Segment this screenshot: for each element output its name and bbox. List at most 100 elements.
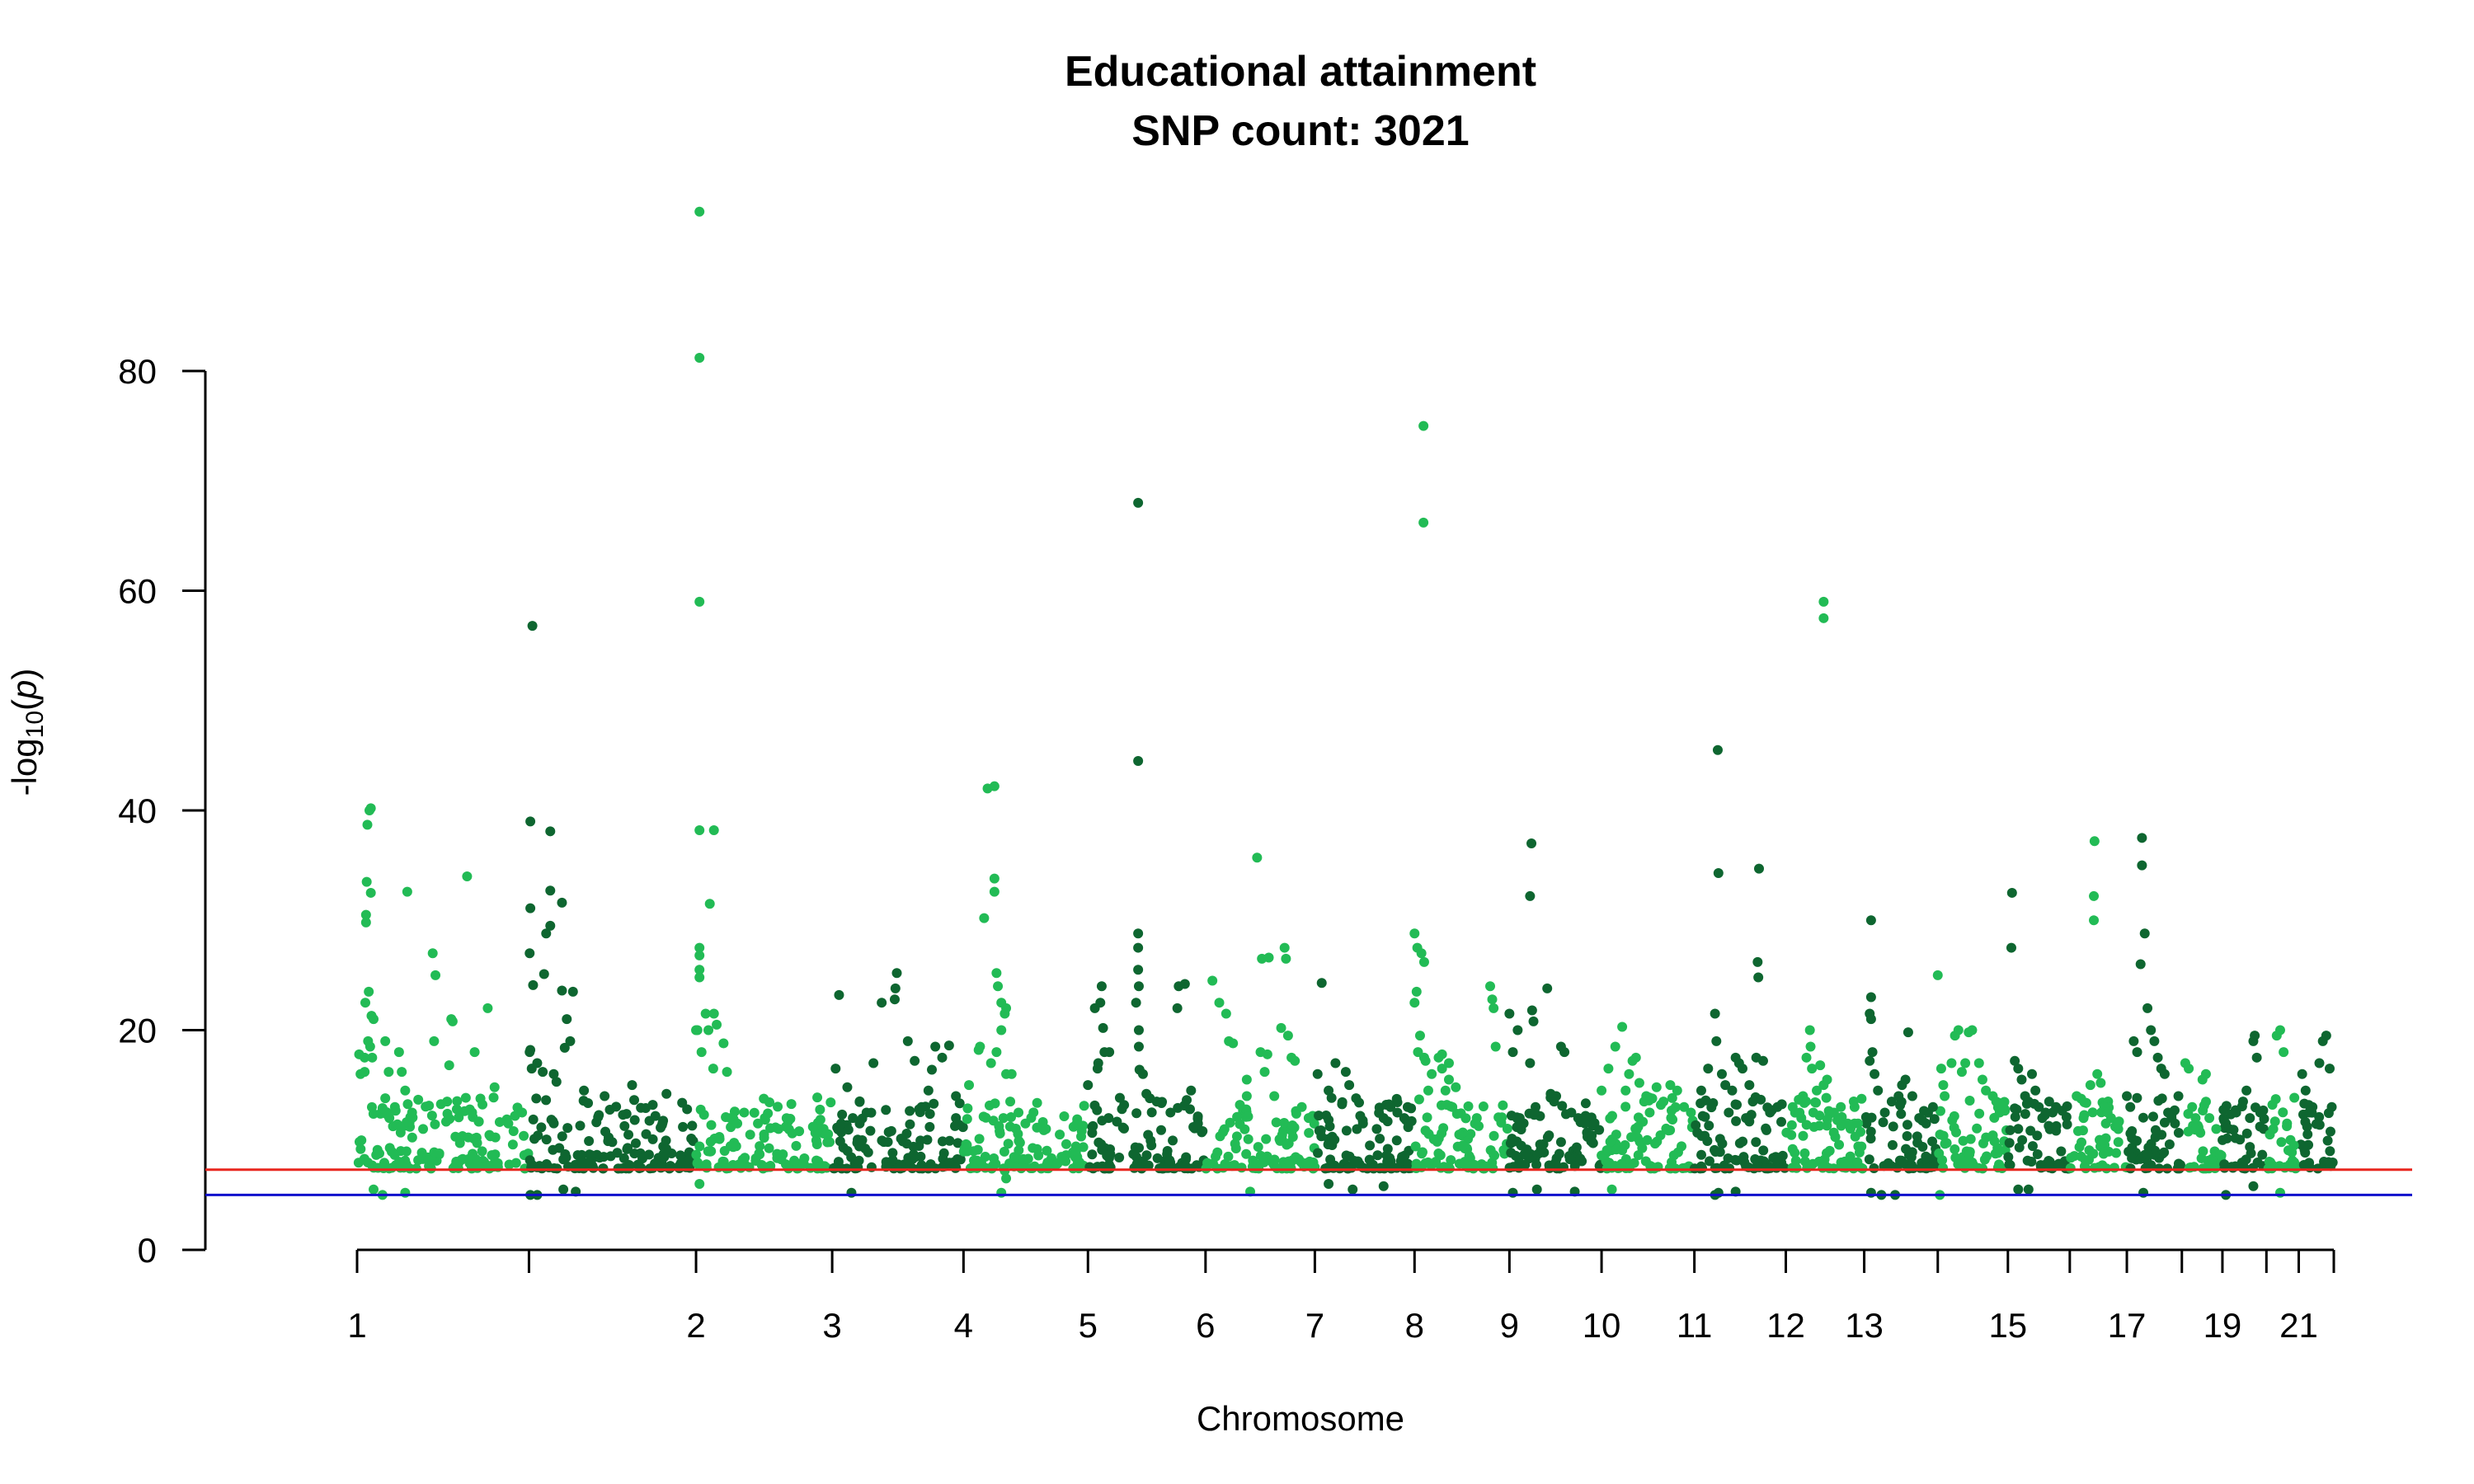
snp-point	[1300, 1158, 1311, 1168]
snp-point	[1895, 1100, 1906, 1111]
snp-point	[1385, 1101, 1396, 1112]
snp-point	[1696, 1149, 1707, 1160]
snp-point	[1409, 998, 1420, 1008]
snp-point	[485, 1131, 496, 1142]
snp-point	[1028, 1143, 1038, 1153]
snp-point	[384, 1113, 395, 1124]
snp-point	[2099, 1137, 2109, 1148]
snp-point	[1686, 1107, 1696, 1118]
snp-point	[1932, 970, 1943, 980]
snp-point	[910, 1152, 920, 1162]
snp-point	[1014, 1107, 1024, 1118]
snp-point	[1435, 1150, 1446, 1161]
snp-point	[2105, 1113, 2116, 1124]
snp-point	[1765, 1162, 1776, 1173]
snp-point	[1018, 1153, 1029, 1164]
snp-point	[1597, 1085, 1607, 1096]
snp-point	[1443, 1074, 1454, 1085]
snp-point	[1927, 1136, 1938, 1147]
snp-point	[525, 1045, 536, 1055]
snp-point	[1372, 1150, 1383, 1161]
snp-point	[447, 1016, 458, 1026]
snp-point	[1776, 1099, 1787, 1110]
x-tick-label: 19	[2204, 1306, 2242, 1345]
snp-point	[1287, 1120, 1298, 1130]
snp-point	[2092, 1068, 2103, 1079]
snp-point	[2006, 887, 2017, 898]
snp-point	[1691, 1120, 1701, 1130]
y-axis: 0 20 40 60 80	[118, 352, 207, 1270]
snp-point	[368, 1109, 379, 1120]
snp-point	[865, 1125, 876, 1136]
snp-point	[1947, 1115, 1958, 1125]
snp-point	[2170, 1118, 2180, 1129]
snp-point	[2187, 1101, 2198, 1112]
snp-point	[2314, 1058, 2325, 1068]
snp-point	[1677, 1141, 1687, 1152]
snp-point	[1973, 1058, 1984, 1068]
snp-point	[1821, 1092, 1832, 1103]
snp-point	[1900, 1074, 1911, 1085]
snp-point	[2005, 1125, 2015, 1135]
snp-point	[1279, 942, 1290, 953]
snp-point	[558, 1154, 569, 1165]
snp-point	[1887, 1139, 1898, 1150]
snp-point	[1259, 1067, 1270, 1078]
snp-point	[418, 1124, 429, 1134]
snp-point	[1228, 1038, 1239, 1049]
snp-point	[1703, 1064, 1714, 1074]
snp-point	[1133, 756, 1144, 767]
snp-point	[1526, 838, 1537, 848]
snp-point	[1818, 613, 1829, 623]
snp-point	[1714, 1134, 1725, 1144]
snp-point	[2247, 1162, 2258, 1173]
snp-point	[1143, 1129, 1154, 1140]
snp-point	[407, 1107, 417, 1118]
snp-point	[1223, 1151, 1234, 1162]
snp-point	[1732, 1100, 1743, 1111]
snp-point	[1991, 1097, 2001, 1107]
snp-point	[525, 816, 536, 827]
snp-point	[1316, 978, 1327, 989]
snp-point	[687, 1120, 698, 1131]
snp-point	[599, 1152, 609, 1162]
snp-point	[430, 1119, 440, 1129]
snp-point	[402, 886, 412, 897]
snp-point	[541, 928, 552, 939]
snp-point	[2020, 1109, 2030, 1120]
snp-point	[772, 1148, 783, 1159]
snp-point	[1808, 1121, 1819, 1132]
snp-point	[2054, 1159, 2065, 1170]
snp-point	[2010, 1111, 2020, 1122]
snp-point	[584, 1136, 595, 1147]
snp-point	[507, 1139, 518, 1150]
snp-point	[791, 1140, 802, 1151]
snp-point	[2132, 1047, 2142, 1058]
snp-point	[1271, 1117, 1282, 1128]
snp-point	[400, 1187, 411, 1198]
snp-point	[1786, 1120, 1797, 1130]
snp-point	[1423, 1085, 1433, 1096]
snp-point	[2142, 1149, 2153, 1160]
snp-point	[1490, 1041, 1501, 1052]
y-tick-label: 0	[138, 1231, 157, 1270]
snp-point	[2088, 1148, 2099, 1159]
snp-point	[2122, 1091, 2133, 1101]
x-tick-label: 4	[954, 1306, 973, 1345]
snp-point	[2276, 1137, 2287, 1148]
snp-point	[1737, 1064, 1747, 1074]
snp-point	[1935, 1064, 1946, 1074]
snp-point	[1314, 1111, 1324, 1121]
snp-point	[996, 1187, 1007, 1198]
y-tick-label: 40	[118, 791, 157, 830]
snp-point	[397, 1067, 407, 1078]
snp-point	[1258, 1157, 1269, 1167]
snp-point	[1371, 1124, 1382, 1134]
snp-point	[1610, 1041, 1620, 1052]
snp-point	[2013, 1124, 2024, 1134]
snp-point	[1668, 1150, 1679, 1161]
snp-point	[2235, 1134, 2246, 1145]
snp-point	[600, 1126, 611, 1137]
snp-point	[1414, 1031, 1425, 1041]
snp-point	[374, 1148, 385, 1159]
